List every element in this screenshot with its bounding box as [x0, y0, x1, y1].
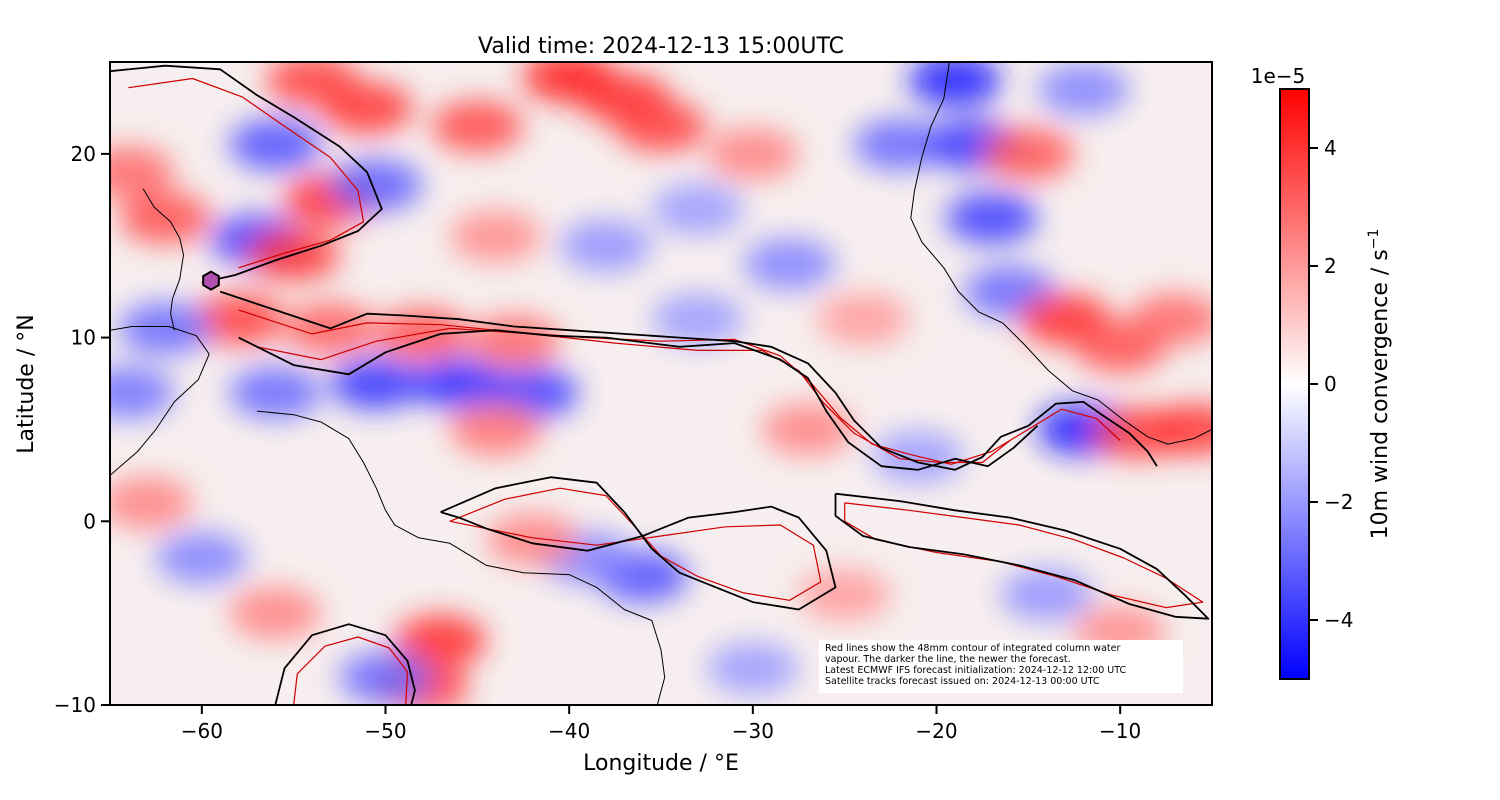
annotation-background — [819, 640, 1183, 693]
field-blob — [743, 238, 836, 291]
south-red-a — [449, 487, 822, 601]
itcz-contour-a — [219, 290, 1158, 471]
antilles-arc — [142, 188, 184, 331]
colorbar-tick-label: −4 — [1324, 608, 1353, 632]
y-axis-label: Latitude / °N — [14, 314, 39, 453]
x-axis-label: Longitude / °E — [583, 751, 739, 776]
x-tick-label: −60 — [181, 719, 223, 743]
brazil-coast — [256, 410, 666, 705]
field-blob — [412, 357, 505, 410]
field-blob — [394, 614, 487, 667]
x-tick-label: −40 — [548, 719, 590, 743]
field-blob — [1000, 568, 1093, 621]
field-blob — [486, 513, 579, 566]
field-blob — [229, 587, 322, 640]
field-blob — [119, 192, 212, 245]
annotation-line-1: Red lines show the 48mm contour of integ… — [825, 643, 1120, 654]
colorbar-gradient — [1279, 88, 1310, 680]
convergence-field — [110, 62, 1212, 705]
south-contour-a — [440, 476, 837, 611]
colorbar: −4 −2 0 2 4 1e−5 10m wind convergence / s−1 — [1251, 64, 1393, 680]
africa-coast — [910, 62, 1212, 445]
southwest-red — [293, 636, 409, 705]
field-blob — [706, 127, 799, 180]
x-tick-label: −10 — [1099, 719, 1141, 743]
colorbar-ticks: −4 −2 0 2 4 — [1309, 136, 1353, 632]
field-blob — [706, 642, 799, 695]
field-blob — [229, 366, 322, 419]
field-blob — [110, 476, 193, 529]
field-blob — [330, 159, 423, 212]
southwest-contour — [274, 623, 416, 705]
field-blob — [155, 532, 248, 585]
field-blob — [449, 403, 542, 456]
forecast-contours-black — [110, 64, 1210, 705]
chart-title: Valid time: 2024-12-13 15:00UTC — [478, 34, 844, 59]
field-blob — [330, 357, 423, 410]
colorbar-tick-label: 2 — [1324, 254, 1337, 278]
hexagon-marker — [202, 270, 220, 291]
y-tick-label: 20 — [71, 142, 96, 166]
colorbar-tick-label: 0 — [1324, 372, 1337, 396]
colorbar-tick-label: −2 — [1324, 490, 1353, 514]
field-blob — [110, 366, 175, 419]
annotation-line-2: vapour. The darker the line, the newer t… — [825, 654, 1071, 665]
marker-layer — [202, 270, 220, 291]
field-blob — [982, 127, 1075, 180]
colorbar-scale-label: 1e−5 — [1251, 64, 1306, 88]
y-tick-label: 10 — [71, 326, 96, 350]
x-axis: −60 −50 −40 −30 −20 −10 — [181, 705, 1141, 743]
field-blob — [908, 62, 1001, 107]
field-blob — [1037, 63, 1130, 116]
x-tick-label: −20 — [915, 719, 957, 743]
y-tick-label: −10 — [54, 693, 96, 717]
colorbar-label-exponent: −1 — [1366, 229, 1382, 250]
south-contour-b — [834, 492, 1210, 620]
y-tick-label: 0 — [83, 509, 96, 533]
field-blob — [651, 182, 744, 235]
annotation-line-3: Latest ECMWF IFS forecast initialization… — [825, 665, 1126, 676]
x-tick-label: −50 — [364, 719, 406, 743]
field-blob — [229, 118, 322, 171]
annotation-line-4: Satellite tracks forecast issued on: 202… — [825, 676, 1100, 687]
colorbar-tick-label: 4 — [1324, 136, 1337, 160]
plot-frame — [109, 61, 1213, 706]
field-blob — [853, 118, 946, 171]
annotation-box: Red lines show the 48mm contour of integ… — [819, 640, 1183, 693]
field-blob — [651, 293, 744, 346]
field-blob — [798, 568, 891, 621]
field-blob — [1147, 403, 1212, 456]
colorbar-label: 10m wind convergence / s−1 — [1366, 229, 1393, 540]
field-blob — [431, 100, 524, 153]
south-america-coast — [110, 326, 210, 476]
field-blob — [266, 62, 359, 107]
itcz-contour-b — [238, 329, 1039, 471]
plot-area — [110, 62, 1212, 705]
field-blob — [1129, 293, 1212, 346]
field-blob — [339, 651, 432, 704]
northwest-contour — [110, 64, 383, 284]
y-axis: −10 0 10 20 — [54, 142, 110, 717]
northwest-red — [128, 77, 365, 269]
field-blob — [110, 146, 175, 199]
field-blob — [559, 219, 652, 272]
colorbar-label-main: 10m wind convergence / s — [1368, 249, 1393, 539]
field-blob — [615, 100, 707, 153]
x-tick-label: −30 — [732, 719, 774, 743]
coastline-layer — [110, 62, 1212, 705]
field-blob — [945, 192, 1038, 245]
itcz-red-b — [256, 327, 1011, 464]
field-blob — [119, 302, 212, 355]
field-blob — [449, 210, 542, 263]
field-blob — [817, 293, 910, 346]
